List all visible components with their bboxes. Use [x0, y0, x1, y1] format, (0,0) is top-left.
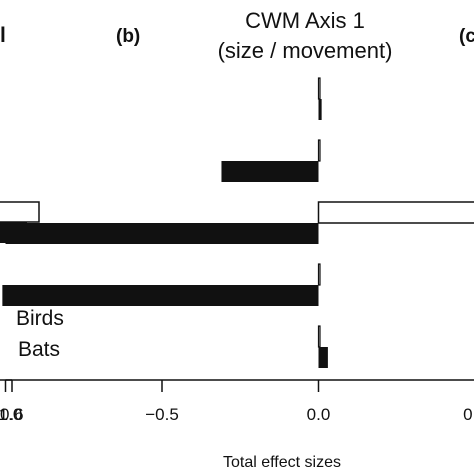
- panel-b: (b) CWM Axis 1 (size / movement) −1.0 −0.…: [0, 8, 474, 471]
- panel-a-tick-label: 0.6: [0, 405, 24, 424]
- panel-b-x-axis: −1.0 −0.5 0.0 0.5: [0, 379, 474, 424]
- panel-a-bar-birds: [0, 201, 40, 223]
- legend-birds-label: Birds: [16, 307, 64, 330]
- bar-birds-row-1: [317, 77, 321, 100]
- panel-b-xlabel: Total effect sizes: [223, 454, 341, 471]
- bar-bats-row-5: [318, 347, 328, 368]
- bar-bats-row-3: [5, 223, 319, 244]
- bar-bats-row-2: [221, 161, 319, 182]
- panel-b-title-line2: (size / movement): [218, 38, 393, 63]
- x-tick-label: −1.0: [0, 405, 22, 424]
- panel-c-label: (c: [459, 26, 474, 47]
- bar-birds-row-3: [317, 201, 474, 224]
- x-tick-label: −0.5: [145, 405, 179, 424]
- panel-b-title-line1: CWM Axis 1: [245, 8, 365, 33]
- x-tick-label: 0.5: [463, 405, 474, 424]
- legend-bats-label: Bats: [18, 338, 60, 361]
- bar-birds-row-4: [317, 263, 321, 286]
- panel-b-bars: [2, 77, 474, 368]
- bar-birds-row-2: [317, 139, 321, 162]
- bar-birds-row-5: [317, 325, 321, 348]
- bar-bats-row-1: [318, 99, 322, 120]
- panel-c: (c: [459, 26, 474, 47]
- panel-b-label: (b): [116, 26, 140, 47]
- panel-a-label-fragment: l: [0, 24, 6, 47]
- bar-bats-row-4: [2, 285, 319, 306]
- x-tick-label: 0.0: [307, 405, 331, 424]
